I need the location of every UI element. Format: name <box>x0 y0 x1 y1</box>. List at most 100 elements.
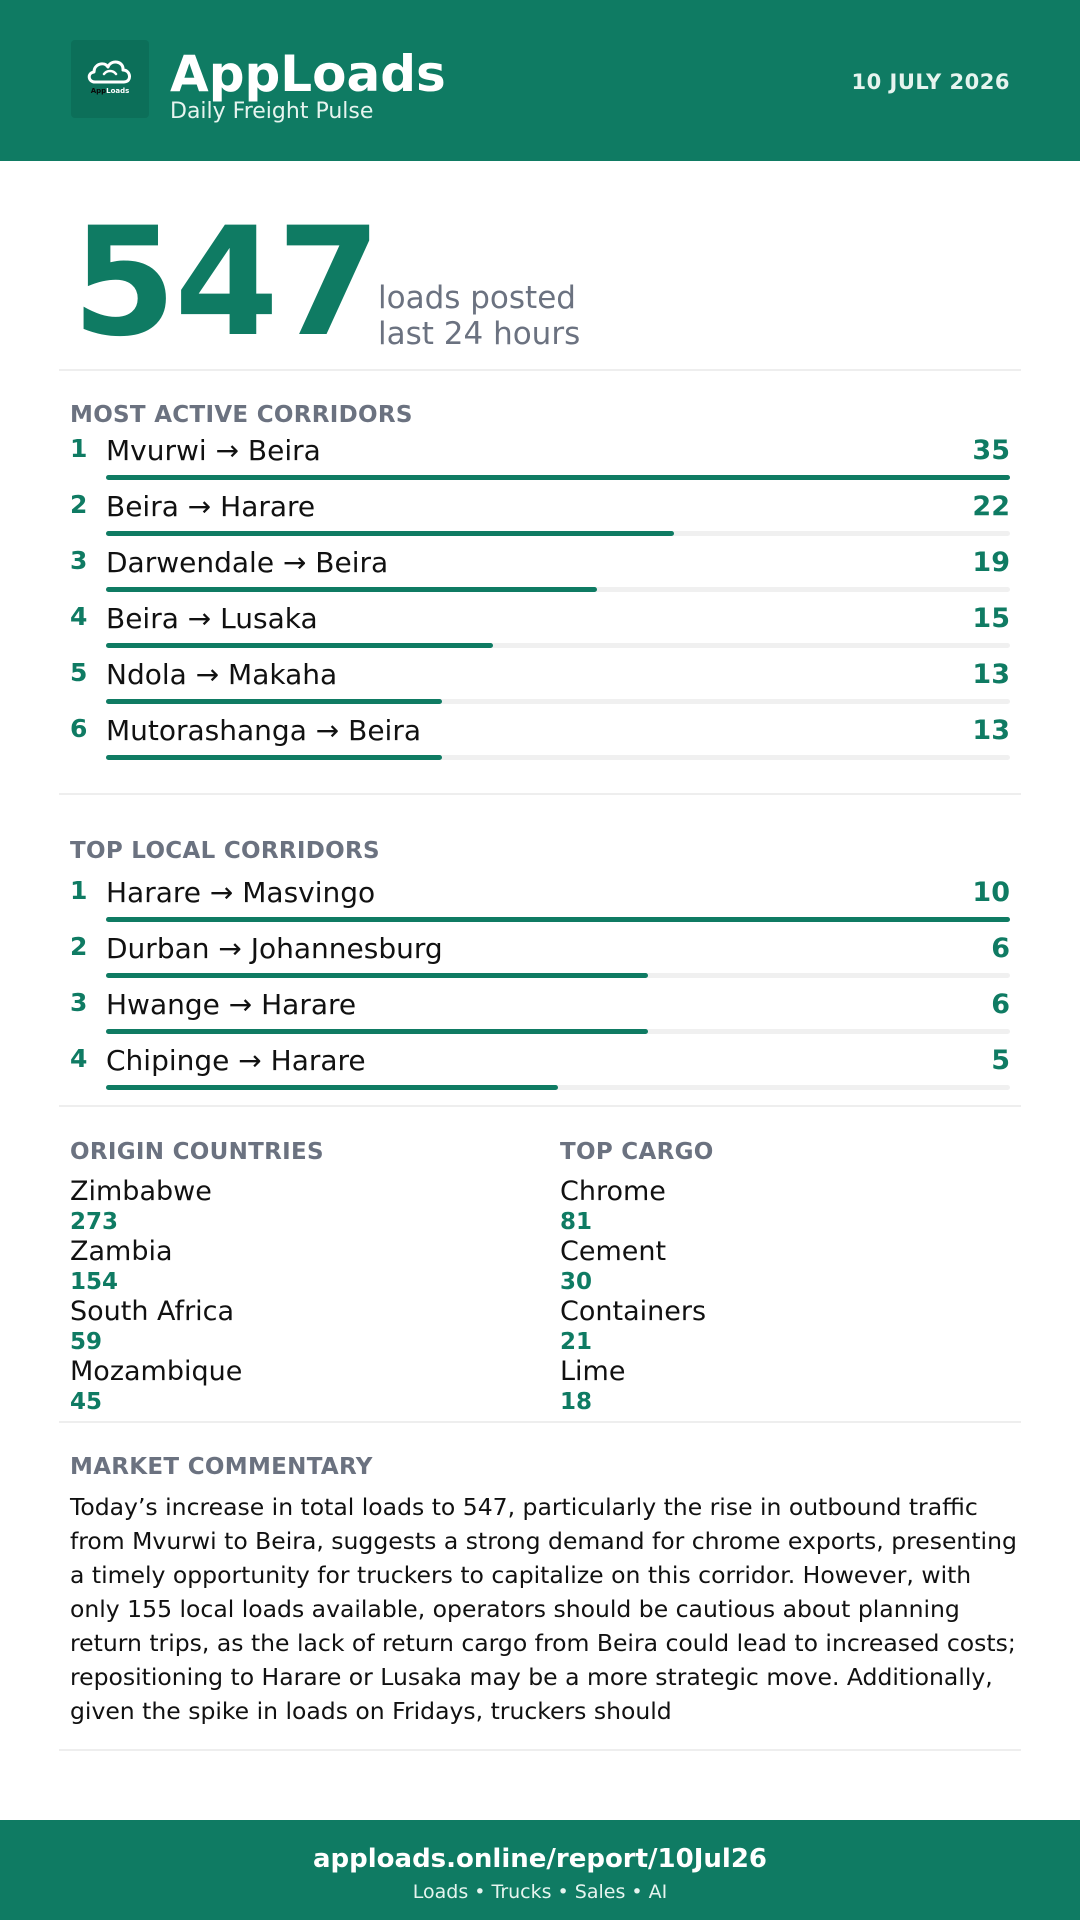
top-cargo-list: Chrome 81 Cement 30 Containers 21 Lime 18 <box>560 1176 1000 1416</box>
section-title-top-cargo: TOP CARGO <box>560 1139 714 1165</box>
corridor-count: 22 <box>972 491 1010 522</box>
section-title-local-corridors: TOP LOCAL CORRIDORS <box>70 838 380 864</box>
stat-name: Zimbabwe <box>70 1176 212 1207</box>
corridor-bar-track <box>106 531 1010 536</box>
corridor-row: 5 Ndola → Makaha 13 <box>0 657 1080 713</box>
stat-name: Chrome <box>560 1176 666 1207</box>
corridor-bar-fill <box>106 699 442 704</box>
brand-title: AppLoads <box>170 45 446 103</box>
corridor-row: 2 Beira → Harare 22 <box>0 489 1080 545</box>
corridor-bar-track <box>106 643 1010 648</box>
corridor-row: 3 Darwendale → Beira 19 <box>0 545 1080 601</box>
origin-countries-list: Zimbabwe 273 Zambia 154 South Africa 59 Mozamb… <box>70 1176 510 1416</box>
corridor-count: 13 <box>972 659 1010 690</box>
corridor-route: Durban → Johannesburg <box>106 932 443 965</box>
corridor-rank: 4 <box>70 602 88 631</box>
stat-value: 18 <box>560 1389 593 1415</box>
corridor-count: 10 <box>972 877 1010 908</box>
corridor-row: 1 Mvurwi → Beira 35 <box>0 433 1080 489</box>
corridor-count: 5 <box>991 1045 1010 1076</box>
divider <box>59 1105 1021 1107</box>
total-loads-count: 547 <box>72 196 381 370</box>
stat-value: 154 <box>70 1269 119 1295</box>
corridor-bar-fill <box>106 643 494 648</box>
corridor-rank: 2 <box>70 490 88 519</box>
corridor-rank: 3 <box>70 988 88 1017</box>
total-loads-label: loads posted <box>378 280 576 316</box>
corridor-count: 6 <box>991 989 1010 1020</box>
corridor-bar-fill <box>106 475 1010 480</box>
corridor-bar-track <box>106 973 1010 978</box>
corridor-bar-track <box>106 699 1010 704</box>
corridor-route: Ndola → Makaha <box>106 658 338 691</box>
corridor-route: Chipinge → Harare <box>106 1044 366 1077</box>
corridor-rank: 4 <box>70 1044 88 1073</box>
corridor-count: 15 <box>972 603 1010 634</box>
divider <box>59 1749 1021 1751</box>
footer-tagline: Loads • Trucks • Sales • AI <box>412 1881 668 1903</box>
corridor-count: 35 <box>972 435 1010 466</box>
corridor-bar-track <box>106 1085 1010 1090</box>
stat-value: 45 <box>70 1389 103 1415</box>
corridor-route: Mutorashanga → Beira <box>106 714 421 747</box>
corridor-row: 3 Hwange → Harare 6 <box>0 987 1080 1043</box>
corridor-rank: 6 <box>70 714 88 743</box>
stat-value: 30 <box>560 1269 593 1295</box>
corridor-bar-track <box>106 917 1010 922</box>
header-bar: AppLoads AppLoads Daily Freight Pulse 10… <box>0 0 1080 161</box>
corridor-row: 6 Mutorashanga → Beira 13 <box>0 713 1080 769</box>
corridor-count: 19 <box>972 547 1010 578</box>
corridor-rank: 1 <box>70 876 88 905</box>
corridor-row: 2 Durban → Johannesburg 6 <box>0 931 1080 987</box>
corridor-bar-fill <box>106 531 675 536</box>
corridor-route: Mvurwi → Beira <box>106 434 321 467</box>
corridor-route: Beira → Harare <box>106 490 316 523</box>
corridor-rank: 3 <box>70 546 88 575</box>
report-date: 10 JULY 2026 <box>851 70 1010 94</box>
corridor-route: Beira → Lusaka <box>106 602 318 635</box>
report-link[interactable]: apploads.online/report/10Jul26 <box>312 1844 768 1874</box>
corridor-row: 4 Chipinge → Harare 5 <box>0 1043 1080 1099</box>
brand-subtitle: Daily Freight Pulse <box>170 99 374 124</box>
divider <box>59 793 1021 795</box>
corridor-rank: 2 <box>70 932 88 961</box>
section-title-active-corridors: MOST ACTIVE CORRIDORS <box>70 402 413 428</box>
divider <box>59 369 1021 371</box>
logo-wordmark: AppLoads <box>90 87 130 95</box>
corridor-bar-fill <box>106 1029 649 1034</box>
corridor-bar-track <box>106 755 1010 760</box>
cloud-icon <box>87 60 131 84</box>
corridor-rank: 1 <box>70 434 88 463</box>
section-title-market-commentary: MARKET COMMENTARY <box>70 1454 373 1480</box>
footer-bar: apploads.online/report/10Jul26 Loads • T… <box>0 1820 1080 1920</box>
stat-name: Containers <box>560 1296 707 1327</box>
stat-name: Lime <box>560 1356 626 1387</box>
stat-value: 59 <box>70 1329 103 1355</box>
corridor-route: Harare → Masvingo <box>106 876 376 909</box>
corridor-rank: 5 <box>70 658 88 687</box>
corridor-row: 4 Beira → Lusaka 15 <box>0 601 1080 657</box>
app-logo: AppLoads <box>71 40 149 118</box>
market-commentary-text: Today’s increase in total loads to 547, … <box>70 1493 1017 1725</box>
stat-name: Mozambique <box>70 1356 243 1387</box>
corridor-bar-track <box>106 1029 1010 1034</box>
corridor-bar-track <box>106 475 1010 480</box>
corridor-bar-fill <box>106 917 1010 922</box>
corridor-route: Hwange → Harare <box>106 988 357 1021</box>
stat-value: 273 <box>70 1209 119 1235</box>
total-loads-period: last 24 hours <box>378 316 581 352</box>
corridor-route: Darwendale → Beira <box>106 546 389 579</box>
section-title-origin-countries: ORIGIN COUNTRIES <box>70 1139 324 1165</box>
corridor-bar-track <box>106 587 1010 592</box>
corridor-bar-fill <box>106 587 597 592</box>
corridor-count: 13 <box>972 715 1010 746</box>
stat-name: Cement <box>560 1236 667 1267</box>
corridor-bar-fill <box>106 973 649 978</box>
corridor-bar-fill <box>106 1085 558 1090</box>
stat-value: 21 <box>560 1329 593 1355</box>
stat-name: Zambia <box>70 1236 173 1267</box>
stat-name: South Africa <box>70 1296 235 1327</box>
divider <box>59 1421 1021 1423</box>
corridor-count: 6 <box>991 933 1010 964</box>
stat-value: 81 <box>560 1209 593 1235</box>
